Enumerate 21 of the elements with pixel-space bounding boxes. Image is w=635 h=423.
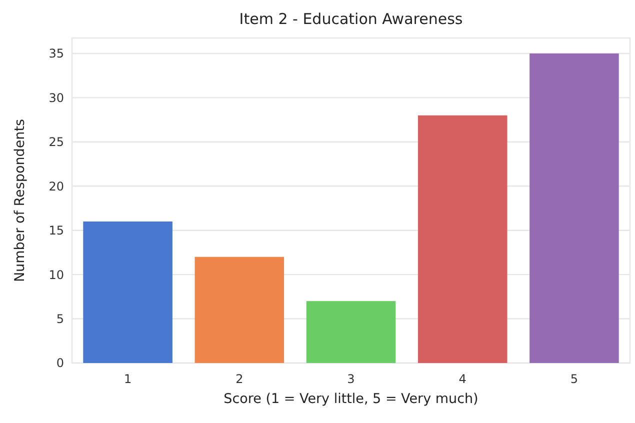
chart-title: Item 2 - Education Awareness [239,10,463,28]
y-tick-label: 25 [48,135,64,150]
bar [530,53,619,363]
x-tick-label: 5 [570,372,578,386]
bar [194,256,284,363]
bar [306,301,396,363]
x-tick-label: 2 [236,372,244,386]
y-tick-label: 0 [56,356,64,370]
x-tick-label: 3 [347,372,355,386]
y-axis-title: Number of Respondents [12,118,28,282]
x-tick-label: 4 [458,372,466,386]
bar [83,222,172,363]
x-axis-title: Score (1 = Very little, 5 = Very much) [224,391,478,407]
y-tick-label: 10 [48,268,64,282]
bar [418,115,508,363]
y-tick-label: 30 [48,90,64,105]
x-tick-label: 1 [124,372,132,386]
y-tick-label: 35 [48,46,64,61]
y-tick-label: 15 [48,224,64,238]
y-tick-label: 5 [56,312,64,326]
y-tick-label: 20 [48,179,64,194]
